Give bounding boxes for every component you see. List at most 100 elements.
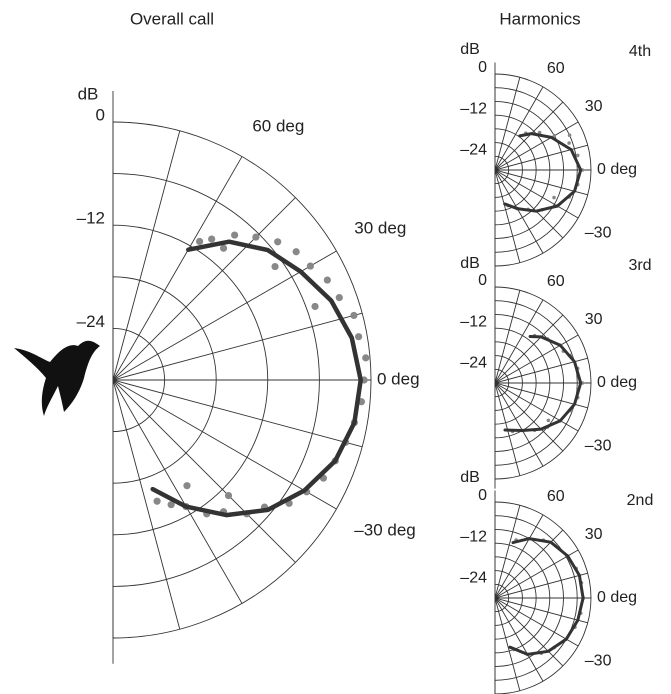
angle-spoke [112,312,363,381]
panel-title: 4th [629,43,651,60]
r-tick-label: –12 [460,528,487,545]
angle-spoke [494,597,588,624]
angle-spoke [494,299,544,384]
scatter-point [537,130,542,135]
r-tick-label: –12 [77,209,105,228]
angle-spoke [494,121,579,171]
r-tick-label: –24 [460,142,487,159]
theta-tick-label: –30 [585,652,612,669]
theta-tick-label: –30 [585,437,612,454]
main-title: Overall call [130,9,214,28]
r-tick-label: 0 [96,105,105,124]
scatter-point [292,248,300,256]
r-tick-label: 0 [478,59,487,76]
theta-tick-label: 30 [585,526,603,543]
r-axis-label: dB [78,84,99,103]
r-axis-label: dB [460,255,480,272]
r-tick-label: –24 [77,312,105,331]
angle-spoke [494,597,579,647]
theta-tick-label: 60 [547,273,565,290]
angle-spoke [494,549,579,599]
theta-tick-label: –30 deg [354,521,415,540]
theta-tick-label: 60 [547,60,565,77]
angle-spoke [494,314,564,384]
angle-spoke [494,101,564,171]
angle-spoke [494,597,564,667]
angle-spoke [494,505,521,599]
scatter-point [274,238,282,246]
angle-spoke [112,250,337,381]
angle-spoke [494,290,521,384]
scatter-point [567,133,572,138]
r-axis-label: dB [460,41,480,58]
r-tick-label: –24 [460,355,487,372]
r-tick-label: –12 [460,100,487,117]
angle-spoke [494,382,579,432]
directivity-curve [508,537,585,656]
scatter-point [208,235,216,243]
scatter-point [183,482,191,490]
angle-spoke [494,382,588,409]
scatter-point [552,133,557,138]
scatter-point [546,418,551,423]
angle-spoke [112,379,363,448]
scatter-point [167,501,175,509]
r-tick-label: –24 [460,570,487,587]
theta-tick-label: –30 [585,224,612,241]
r-tick-label: 0 [478,272,487,289]
scatter-point [231,231,239,239]
r-tick-label: –12 [460,313,487,330]
scatter-point [567,141,571,145]
bat-silhouette [14,340,100,416]
scatter-point [306,262,314,270]
angle-spoke [494,169,544,254]
angle-spoke [494,169,588,196]
scatter-point [362,354,370,362]
scatter-point [350,311,358,320]
angle-spoke [112,197,296,381]
panel-title: 2nd [627,492,654,509]
scatter-point [153,497,161,505]
angle-spoke [494,357,588,384]
theta-tick-label: 30 [585,98,603,115]
theta-tick-label: 60 deg [252,116,304,135]
scatter-point [252,233,260,241]
angle-spoke [494,169,579,219]
angle-spoke [494,169,564,239]
r-tick-label: 0 [478,487,487,504]
angle-spoke [494,597,544,682]
theta-tick-label: 0 deg [597,161,637,178]
angle-spoke [494,86,544,171]
angle-spoke [494,382,544,467]
theta-tick-label: 30 deg [354,218,406,237]
theta-tick-label: 30 [585,311,603,328]
angle-spoke [494,382,564,452]
angle-spoke [494,572,588,599]
theta-tick-label: 60 [547,488,565,505]
angle-spoke [494,514,544,599]
scatter-point [355,333,363,341]
scatter-point [552,195,556,200]
directivity-curve [150,239,363,518]
scatter-point [575,153,580,158]
angle-spoke [494,597,521,691]
scatter-point [335,294,343,302]
angle-spoke [494,334,579,384]
theta-tick-label: 0 deg [597,374,637,391]
angle-spoke [494,77,521,171]
theta-tick-label: 0 deg [377,369,420,388]
angle-spoke [112,379,337,510]
scatter-point [323,276,331,284]
angle-spoke [112,379,296,563]
theta-tick-label: 0 deg [597,589,637,606]
angle-spoke [112,379,243,604]
angle-spoke [112,156,243,381]
harmonics-title: Harmonics [499,9,580,28]
r-axis-label: dB [460,469,480,486]
angle-spoke [112,130,181,381]
scatter-point [195,237,204,246]
angle-spoke [112,379,181,630]
scatter-point [271,262,279,271]
angle-spoke [494,169,521,263]
